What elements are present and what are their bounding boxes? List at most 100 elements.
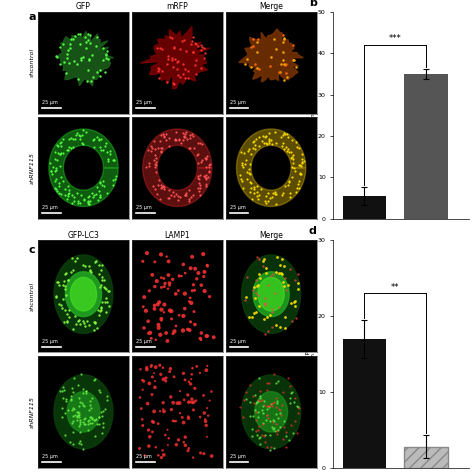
Point [184, 391, 191, 399]
Point [91, 375, 99, 382]
Point [58, 304, 66, 312]
Point [102, 285, 109, 292]
Point [189, 364, 196, 372]
Polygon shape [253, 272, 289, 317]
Point [242, 294, 250, 301]
Point [99, 147, 107, 154]
Point [69, 428, 76, 436]
Point [97, 306, 104, 314]
Point [139, 303, 147, 311]
Point [185, 399, 192, 406]
Point [206, 397, 213, 404]
Point [84, 198, 91, 205]
Point [253, 428, 260, 435]
Point [103, 298, 111, 305]
Point [59, 149, 67, 157]
Point [152, 363, 159, 371]
Point [70, 135, 77, 143]
Point [251, 294, 258, 302]
Point [186, 196, 193, 203]
Point [55, 300, 63, 308]
Point [284, 374, 292, 382]
Text: ***: *** [389, 34, 401, 43]
Point [169, 330, 177, 337]
Point [271, 289, 279, 297]
Point [272, 428, 279, 435]
Point [263, 402, 270, 409]
Point [92, 415, 100, 423]
Point [80, 401, 87, 408]
Point [72, 135, 79, 142]
Point [95, 270, 102, 278]
Point [272, 128, 279, 136]
Point [263, 386, 271, 394]
Point [64, 192, 72, 200]
Point [106, 147, 113, 154]
Point [261, 294, 269, 302]
Point [96, 193, 103, 200]
Point [201, 416, 209, 423]
Point [282, 432, 290, 440]
Point [281, 145, 288, 153]
Point [187, 193, 194, 201]
Point [271, 398, 278, 406]
Point [195, 175, 203, 183]
Point [194, 184, 202, 192]
Point [262, 300, 269, 308]
Point [181, 191, 188, 199]
Point [278, 255, 286, 263]
Point [251, 399, 258, 407]
Point [286, 265, 294, 273]
Polygon shape [239, 29, 303, 82]
Point [175, 436, 182, 444]
Point [85, 407, 92, 414]
Point [259, 409, 266, 417]
Point [286, 190, 293, 197]
Point [246, 188, 254, 195]
Point [163, 253, 171, 260]
Point [172, 128, 180, 136]
Point [152, 154, 160, 162]
Point [159, 364, 167, 371]
Point [179, 130, 187, 137]
Point [69, 417, 77, 425]
Point [260, 315, 267, 323]
Point [260, 140, 268, 147]
Point [100, 182, 108, 190]
Point [272, 190, 280, 198]
Point [247, 179, 255, 187]
Point [270, 370, 278, 378]
Point [57, 138, 65, 146]
Point [266, 446, 273, 454]
Point [154, 190, 161, 198]
Point [165, 194, 173, 201]
Point [88, 189, 96, 197]
Point [186, 131, 194, 139]
Point [273, 410, 280, 418]
Point [53, 293, 60, 300]
Point [290, 159, 297, 167]
Point [95, 187, 102, 195]
Point [171, 418, 178, 425]
Point [259, 419, 266, 427]
Point [172, 322, 180, 330]
Point [167, 393, 174, 401]
Point [269, 418, 276, 426]
Point [249, 195, 256, 202]
Point [98, 276, 106, 284]
Point [202, 366, 210, 374]
Point [148, 391, 156, 399]
Point [56, 150, 64, 158]
Point [155, 420, 162, 428]
Point [102, 294, 109, 302]
Point [198, 281, 205, 289]
Point [84, 200, 91, 207]
Point [246, 382, 253, 390]
Point [185, 414, 192, 422]
Point [260, 132, 267, 140]
Point [95, 414, 102, 421]
Point [93, 420, 101, 428]
Polygon shape [237, 129, 306, 207]
Point [276, 423, 284, 431]
Point [287, 399, 294, 406]
